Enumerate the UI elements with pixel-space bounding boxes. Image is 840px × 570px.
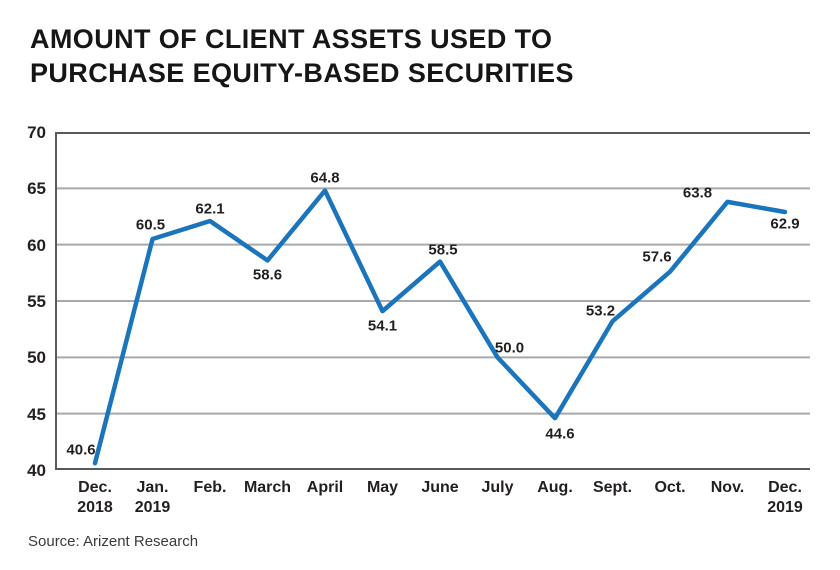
x-axis-tick-label: July	[481, 479, 514, 496]
y-axis-tick-label: 70	[27, 123, 46, 142]
x-axis-tick-label: June	[421, 479, 459, 496]
data-point-label: 58.6	[252, 266, 283, 284]
x-axis-tick-label: March	[243, 479, 292, 496]
y-axis-tick-label: 55	[27, 292, 46, 311]
y-axis-tick-label: 40	[27, 461, 46, 480]
chart-title-line1: AMOUNT OF CLIENT ASSETS USED TO	[30, 24, 553, 54]
data-point-label: 63.8	[682, 184, 713, 202]
chart-title-line2: PURCHASE EQUITY-BASED SECURITIES	[30, 58, 574, 88]
x-axis-tick-label: Oct.	[654, 479, 686, 496]
data-point-label: 58.5	[428, 241, 458, 259]
line-chart-plot	[55, 132, 810, 470]
x-axis-tick-label: Nov.	[710, 479, 745, 496]
x-axis-tick-label: Dec. 2019	[767, 479, 803, 516]
y-axis-tick-label: 60	[27, 235, 46, 255]
y-axis-tick-label: 45	[27, 404, 46, 424]
data-point-label: 62.9	[770, 215, 800, 233]
data-point-label: 62.1	[195, 200, 225, 218]
data-point-label: 64.8	[310, 169, 340, 187]
data-point-label: 53.2	[585, 302, 616, 320]
x-axis-tick-label: April	[306, 479, 344, 496]
gridlines	[55, 132, 810, 470]
x-axis-tick-label: Jan. 2019	[134, 479, 171, 516]
chart-title: AMOUNT OF CLIENT ASSETS USED TO PURCHASE…	[30, 22, 574, 90]
data-point-label: 57.6	[642, 248, 672, 266]
y-axis-tick-label: 65	[27, 179, 46, 199]
data-point-label: 50.0	[494, 339, 525, 357]
x-axis-tick-label: May	[366, 479, 399, 496]
x-axis-tick-label: Sept.	[592, 479, 633, 496]
x-axis-tick-label: Feb.	[193, 479, 227, 496]
data-series-line	[92, 188, 788, 466]
source-attribution: Source: Arizent Research	[28, 533, 199, 550]
y-axis-tick-label: 50	[27, 348, 46, 368]
data-point-label: 44.6	[545, 425, 575, 443]
x-axis-tick-label: Aug.	[537, 479, 573, 496]
x-axis-tick-label: Dec. 2018	[77, 479, 113, 516]
data-point-label: 54.1	[367, 317, 398, 335]
data-point-label: 60.5	[135, 216, 166, 234]
data-point-label: 40.6	[66, 441, 96, 459]
